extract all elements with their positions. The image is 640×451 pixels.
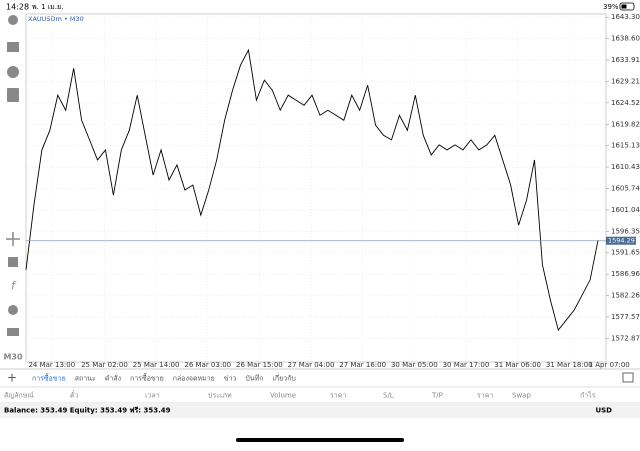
account-icon[interactable] xyxy=(8,15,18,25)
column-header: Volume xyxy=(270,392,296,400)
balance-text: Balance: 353.49 Equity: 353.49 ฟรี: 353.… xyxy=(4,407,171,415)
tab[interactable]: คำสั่ง xyxy=(105,374,121,383)
column-header: ราคา xyxy=(330,392,346,400)
battery-level xyxy=(621,4,627,9)
y-tick-label: 1610.435 xyxy=(611,163,640,171)
add-tab[interactable]: + xyxy=(7,371,17,385)
chat-icon[interactable] xyxy=(7,66,19,78)
y-tick-label: 1605.740 xyxy=(611,185,640,193)
timeframe-button[interactable]: M30 xyxy=(3,353,23,362)
layout-icon[interactable] xyxy=(622,372,634,383)
y-tick-label: 1596.350 xyxy=(611,227,640,235)
x-tick-label: 27 Mar 16:00 xyxy=(339,361,386,369)
x-tick-label: 27 Mar 04:00 xyxy=(288,361,335,369)
x-tick-label: 31 Mar 06:00 xyxy=(494,361,541,369)
tab[interactable]: การซื้อขาย xyxy=(130,372,164,383)
column-header: ประเภท xyxy=(208,392,232,400)
y-tick-label: 1577.570 xyxy=(611,313,640,321)
tab[interactable]: กล่องจดหมาย xyxy=(173,375,215,383)
objects-icon[interactable] xyxy=(8,305,18,315)
y-tick-label: 1601.045 xyxy=(611,206,640,214)
home-indicator xyxy=(236,438,404,442)
chart-frame xyxy=(25,13,607,363)
y-tick-label: 1582.265 xyxy=(611,292,640,300)
tab[interactable]: สถานะ xyxy=(75,375,96,383)
price-line xyxy=(25,48,599,332)
x-tick-label: 25 Mar 14:00 xyxy=(133,361,180,369)
trade-icon[interactable] xyxy=(7,42,19,52)
crosshair-icon[interactable] xyxy=(6,232,20,246)
function-icon[interactable]: f xyxy=(11,279,17,292)
toolbar: f xyxy=(6,15,20,336)
x-tick-label: 26 Mar 03:00 xyxy=(184,361,231,369)
column-header: S/L xyxy=(383,392,394,400)
balance-row xyxy=(0,403,640,418)
symbol-label: XAUUSDm • M30 xyxy=(28,15,84,23)
battery-icon xyxy=(619,2,635,11)
tab[interactable]: บันทึก xyxy=(245,374,263,383)
y-tick-label: 1629.215 xyxy=(611,77,640,85)
column-header: ตั๋ว xyxy=(70,390,79,399)
column-header: กำไร xyxy=(580,391,596,400)
y-tick-label: 1586.960 xyxy=(611,270,640,278)
indicator-icon[interactable] xyxy=(8,257,18,267)
x-tick-label: 26 Mar 15:00 xyxy=(236,361,283,369)
x-tick-label: 30 Mar 05:00 xyxy=(391,361,438,369)
status-date: พ. 1 เม.ย. xyxy=(32,3,63,11)
y-tick-label: 1638.605 xyxy=(611,35,640,43)
column-header: เวลา xyxy=(145,392,160,400)
status-battery: 39% xyxy=(603,3,619,11)
y-tick-label: 1591.655 xyxy=(611,249,640,257)
y-tick-label: 1619.825 xyxy=(611,120,640,128)
column-header: สัญลักษณ์ xyxy=(4,392,34,400)
status-time: 14:28 xyxy=(6,3,29,12)
x-tick-label: 25 Mar 02:00 xyxy=(81,361,128,369)
y-tick-label: 1624.520 xyxy=(611,99,640,107)
tab[interactable]: การซื้อขาย xyxy=(32,372,66,383)
x-tick-label: 1 Apr 07:00 xyxy=(589,361,630,369)
new-order-icon[interactable] xyxy=(7,88,19,102)
x-tick-label: 30 Mar 17:00 xyxy=(443,361,490,369)
y-tick-label: 1633.910 xyxy=(611,56,640,64)
x-tick-label: 24 Mar 13:00 xyxy=(28,361,75,369)
column-header: T/P xyxy=(431,392,443,400)
tab[interactable]: เกี่ยวกับ xyxy=(273,374,296,383)
x-tick-label: 31 Mar 18:00 xyxy=(546,361,593,369)
y-tick-label: 1615.130 xyxy=(611,142,640,150)
y-tick-label: 1643.300 xyxy=(611,13,640,21)
y-tick-label: 1572.875 xyxy=(611,334,640,342)
column-header: ราคา xyxy=(477,392,493,400)
tab[interactable]: ข่าว xyxy=(224,375,237,383)
current-price-label: 1594.291 xyxy=(608,237,639,245)
template-icon[interactable] xyxy=(7,328,19,336)
currency: USD xyxy=(595,407,612,415)
column-header: Swap xyxy=(512,392,531,400)
current-price-tag xyxy=(606,236,636,245)
